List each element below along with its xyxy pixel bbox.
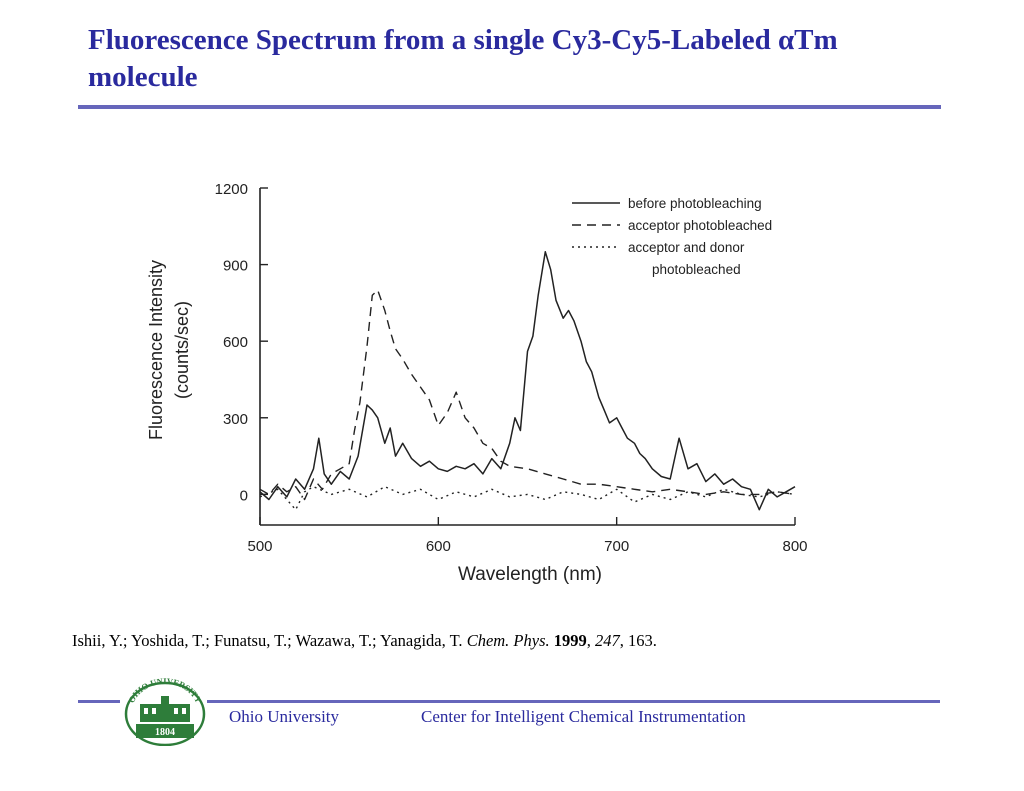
series-line-dashed — [259, 289, 796, 501]
x-tick-label: 500 — [247, 538, 272, 555]
legend-label-line: acceptor and donor — [628, 240, 745, 255]
series-line-dotted — [259, 486, 796, 511]
y-tick-label: 600 — [223, 334, 248, 351]
footer-divider-right — [207, 700, 940, 703]
legend-label: before photobleaching — [628, 196, 762, 211]
y-tick-label: 900 — [223, 258, 248, 275]
footer-divider-left — [78, 700, 120, 703]
series-line-solid — [259, 251, 796, 511]
y-tick-label: 1200 — [215, 181, 248, 198]
footer-ohio-university: Ohio University — [229, 707, 340, 726]
citation-authors: Ishii, Y.; Yoshida, T.; Funatsu, T.; Waz… — [72, 631, 467, 650]
y-tick-label: 0 — [240, 487, 248, 504]
citation-volume: 247 — [595, 631, 620, 650]
legend-label-line: photobleached — [652, 262, 741, 277]
series-layer — [259, 251, 796, 511]
axes: 0 300 600 900 1200 500 600 700 800 — [215, 181, 808, 555]
legend-label: acceptor photobleached — [628, 218, 772, 233]
citation-journal: Chem. Phys. — [466, 631, 550, 650]
y-axis-label-line2: (counts/sec) — [172, 301, 192, 399]
legend: before photobleaching acceptor photobleac… — [572, 196, 772, 277]
slide-title: Fluorescence Spectrum from a single Cy3-… — [88, 24, 838, 93]
footer-center-name: Center for Intelligent Chemical Instrume… — [421, 707, 746, 726]
y-tick-label: 300 — [223, 411, 248, 428]
citation-year: 1999 — [553, 631, 587, 650]
y-axis-label-line1: Fluorescence Intensity — [146, 260, 166, 440]
citation-pages: , 163. — [619, 631, 657, 650]
citation: Ishii, Y.; Yoshida, T.; Funatsu, T.; Waz… — [72, 631, 657, 650]
seal-year-text: 1804 — [155, 727, 175, 738]
x-tick-label: 600 — [426, 538, 451, 555]
title-divider — [78, 105, 941, 109]
legend-label: acceptor and donor photobleached — [628, 240, 745, 277]
x-axis-label: Wavelength (nm) — [458, 564, 602, 585]
x-tick-label: 800 — [782, 538, 807, 555]
ohio-university-seal-logo: OHIO UNIVERSITY 1804 — [124, 676, 206, 746]
x-tick-label: 700 — [604, 538, 629, 555]
spectrum-chart: 0 300 600 900 1200 500 600 700 800 before photob… — [146, 181, 808, 585]
